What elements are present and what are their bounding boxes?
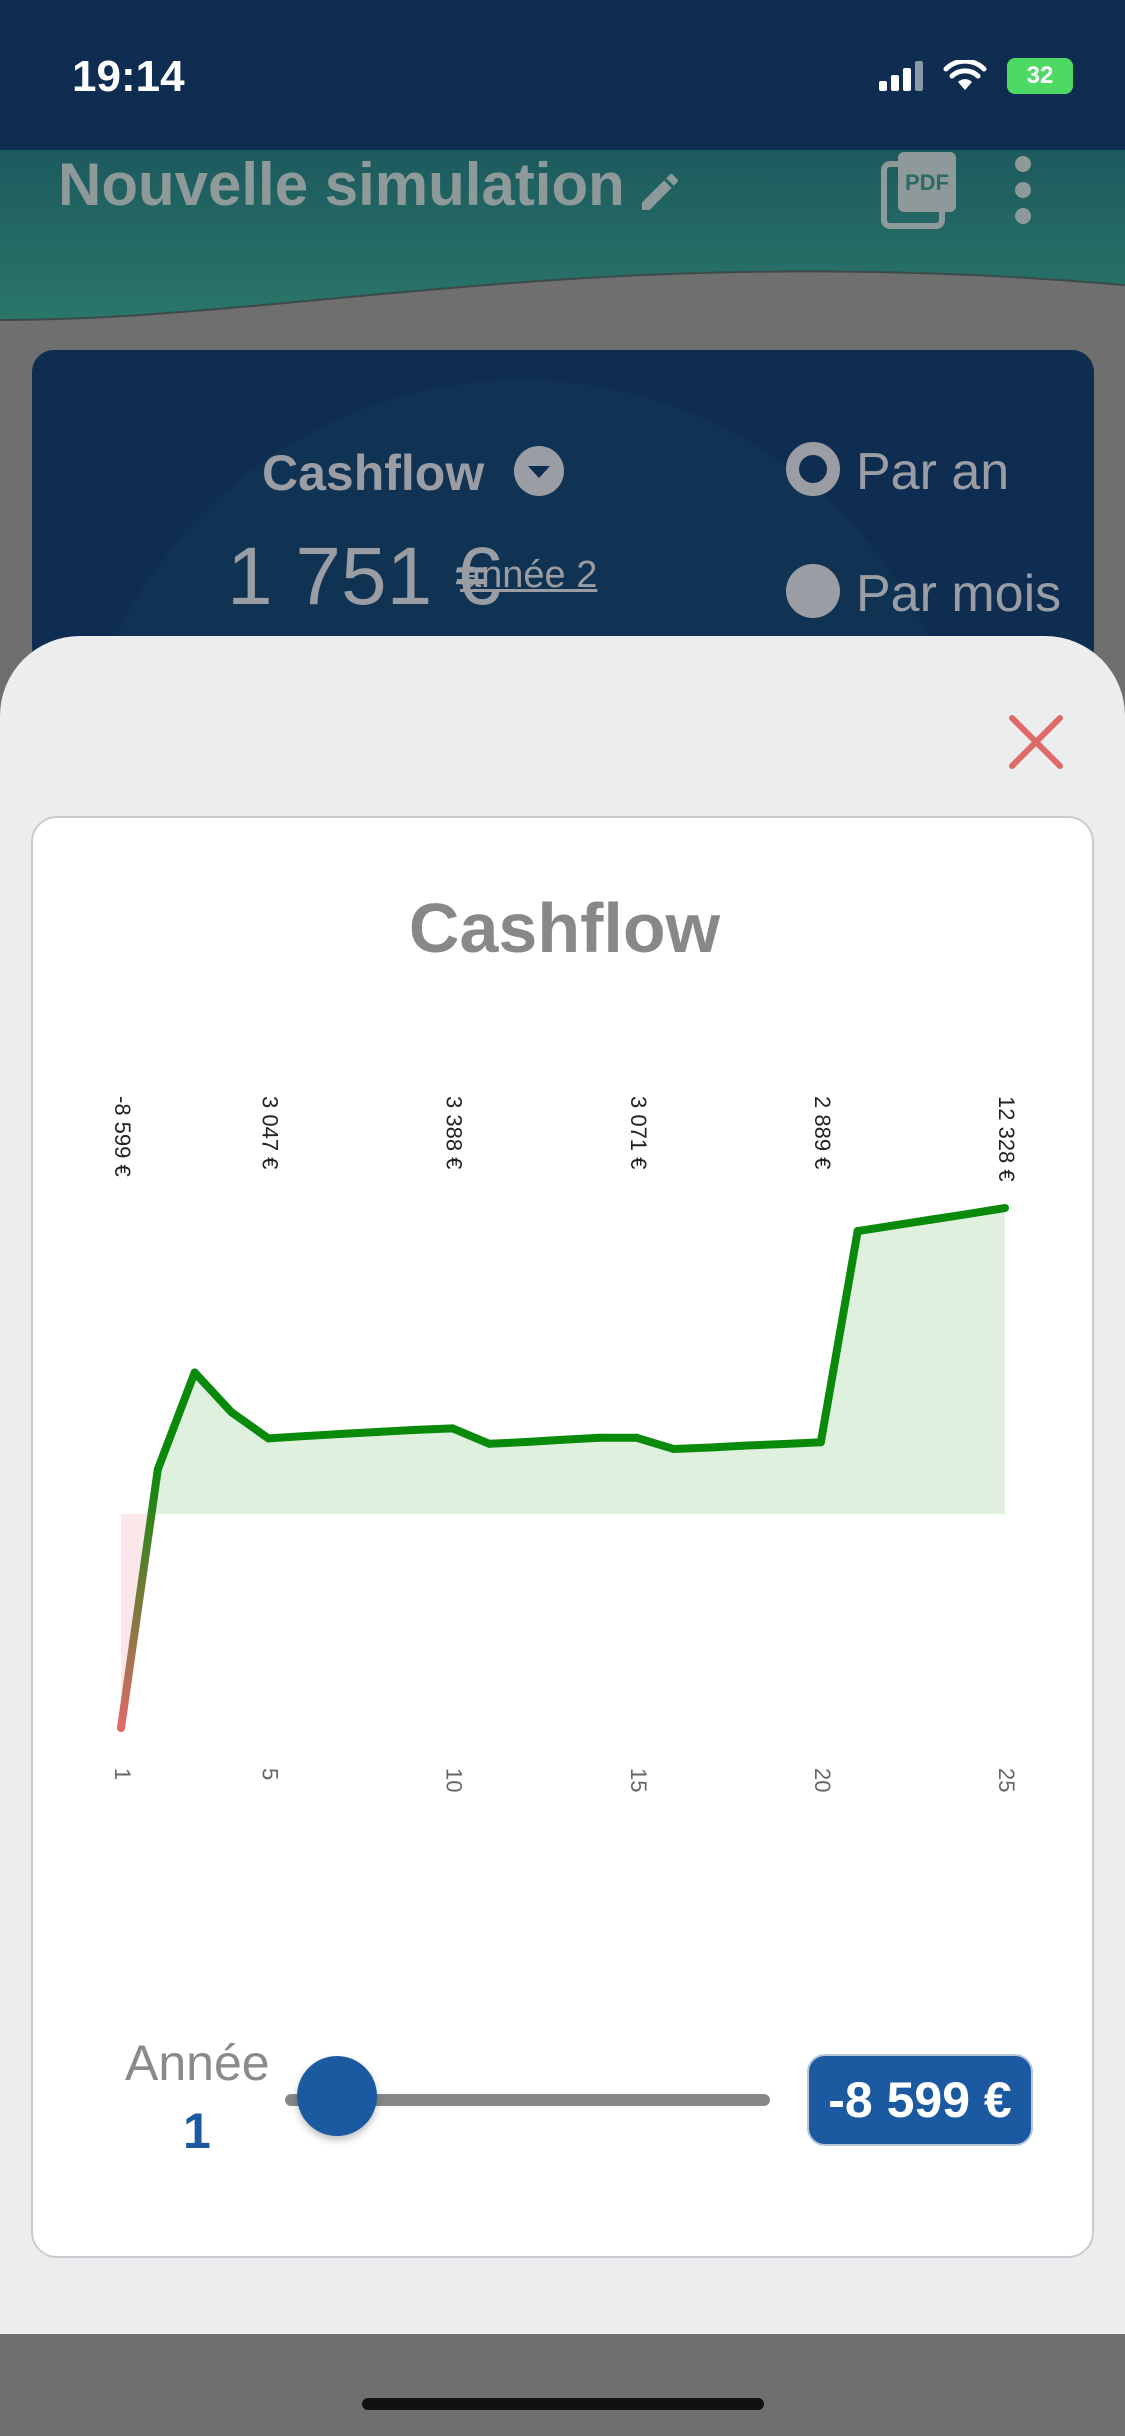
series-line-segment (190, 1368, 236, 1417)
data-label: 3 388 € (442, 1096, 467, 1169)
series-line-segment (632, 1433, 678, 1453)
signal-icon (879, 61, 923, 91)
series-line-segment (853, 1221, 899, 1236)
data-label: 2 889 € (810, 1096, 835, 1169)
year-link[interactable]: année 2 (460, 554, 598, 596)
battery-icon: 32 (1007, 58, 1073, 94)
series-line-segment (816, 1227, 862, 1447)
wifi-icon (943, 60, 987, 90)
chart-title: Cashflow (408, 889, 721, 967)
series-line-segment (780, 1438, 825, 1449)
chevron-down-icon[interactable] (514, 446, 564, 496)
series-line-segment (227, 1408, 273, 1443)
radio-par-an[interactable] (786, 442, 840, 496)
x-tick-label: 15 (626, 1768, 651, 1792)
series-line-segment (927, 1209, 973, 1224)
series-line-segment (522, 1435, 567, 1447)
year-slider-track[interactable] (285, 2094, 770, 2106)
series-line-segment (153, 1368, 199, 1474)
year-slider-thumb[interactable] (297, 2056, 377, 2136)
x-tick-label: 1 (110, 1768, 135, 1780)
close-icon[interactable] (1006, 712, 1066, 772)
cashflow-chart: -8 599 € 3 047 € 3 388 € 3 071 € 2 889 € 12 3… (110, 1096, 1019, 1792)
card-decoration (72, 380, 972, 670)
status-time: 19:14 (72, 52, 185, 101)
chart-panel: Cashflow -8 599 € 3 047 € 3 388 € 3 071 € 2 … (31, 816, 1094, 2258)
series-line-segment (890, 1215, 936, 1230)
series-line-segment (559, 1433, 604, 1444)
status-icons: 32 (879, 58, 1073, 94)
series-line-segment (374, 1425, 420, 1436)
series-line-segment (411, 1424, 457, 1434)
x-tick-label: 10 (442, 1768, 467, 1792)
series-line-segment (117, 1465, 162, 1732)
data-label: 12 328 € (994, 1096, 1019, 1182)
summary-card: Cashflow 1 751 € année 2 Par an Par mois (32, 350, 1094, 670)
pdf-label: PDF (905, 170, 949, 195)
page-title[interactable]: Nouvelle simulation (58, 151, 625, 218)
series-line-segment (964, 1204, 1009, 1218)
radio-par-an-label[interactable]: Par an (856, 443, 1010, 501)
data-label: 3 047 € (258, 1096, 283, 1169)
series-line-segment (448, 1424, 494, 1448)
slider-label: Année (125, 2035, 270, 2091)
metric-value: 1 751 € (227, 531, 501, 622)
status-bar: 19:14 32 (0, 0, 1125, 150)
radio-par-mois[interactable] (786, 564, 840, 618)
x-tick-label: 25 (994, 1768, 1019, 1792)
positive-area (151, 1208, 1006, 1514)
pencil-icon[interactable] (636, 168, 684, 216)
series-line-segment (264, 1432, 310, 1443)
series-line-segment (485, 1438, 531, 1448)
x-tick-label: 20 (810, 1768, 835, 1792)
home-indicator (362, 2398, 764, 2410)
header-wave (0, 270, 1125, 360)
series-line-segment (743, 1440, 788, 1450)
radio-par-mois-label[interactable]: Par mois (856, 565, 1062, 623)
pdf-icon[interactable]: PDF (880, 150, 960, 230)
more-vert-icon[interactable] (1010, 154, 1036, 226)
data-label: 3 071 € (626, 1096, 651, 1169)
series-line-segment (669, 1443, 715, 1453)
metric-label[interactable]: Cashflow (262, 445, 485, 501)
value-badge: -8 599 € (807, 2054, 1033, 2146)
series-line-segment (301, 1429, 346, 1441)
data-label: -8 599 € (110, 1096, 135, 1177)
battery-level: 32 (1026, 62, 1054, 89)
series-line-segment (338, 1427, 383, 1438)
series-line-segment (706, 1441, 752, 1452)
x-tick-label: 5 (258, 1768, 283, 1780)
slider-year-value: 1 (183, 2103, 211, 2159)
